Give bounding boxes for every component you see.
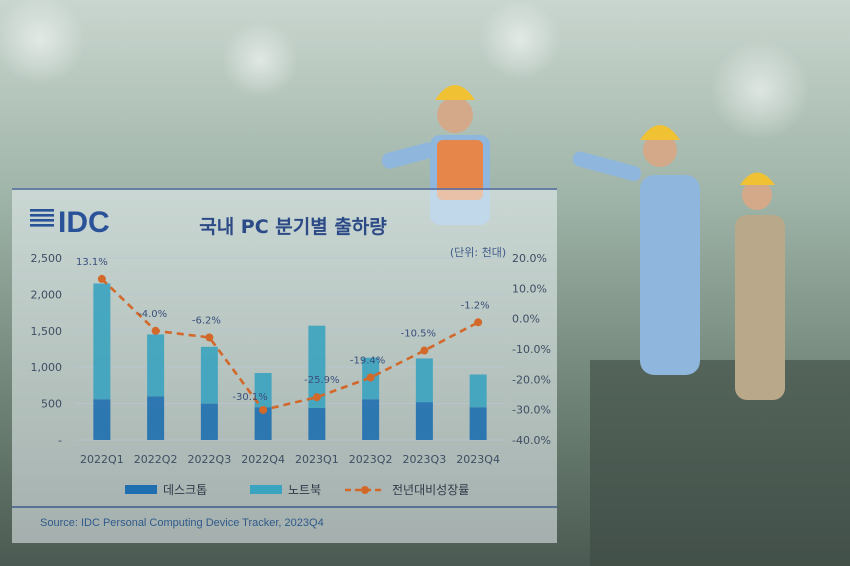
y-left-tick: 1,500 (31, 325, 63, 338)
bar-desktop (200, 403, 218, 440)
y-left-tick: 1,000 (31, 361, 63, 374)
source-note: Source: IDC Personal Computing Device Tr… (40, 517, 324, 529)
legend-swatch-notebook (250, 485, 282, 494)
x-axis: 2022Q1 2022Q2 2022Q3 2022Q4 2023Q1 2023Q2 2023… (80, 453, 500, 466)
growth-line: 13.1% -4.0% -6.2% -30.1% -25.9% -19.4% -10.5% -… (76, 257, 490, 414)
legend-swatch-desktop (125, 485, 157, 494)
x-tick-label: 2022Q2 (134, 453, 178, 466)
gridlines (75, 257, 505, 441)
bar-desktop (254, 407, 272, 440)
growth-label: -6.2% (192, 315, 221, 326)
bar-desktop (415, 402, 433, 440)
y-right-tick: 0.0% (512, 313, 540, 326)
y-left-tick: 2,000 (31, 288, 63, 301)
unit-label: (단위: 천대) (450, 245, 506, 259)
growth-label: -30.1% (232, 392, 267, 403)
bars (93, 283, 487, 440)
bar-notebook (415, 358, 433, 403)
chart-title: 국내 PC 분기별 출하량 (199, 216, 387, 238)
x-tick-label: 2023Q3 (403, 453, 447, 466)
x-tick-label: 2023Q1 (295, 453, 339, 466)
y-right-tick: -20.0% (512, 373, 551, 386)
bar-notebook (93, 283, 111, 400)
growth-point (151, 326, 160, 335)
legend-label-growth: 전년대비성장률 (392, 483, 469, 497)
growth-label: -19.4% (350, 356, 385, 367)
y-right-tick: 10.0% (512, 282, 547, 295)
bar-desktop (147, 396, 165, 440)
y-right-tick: 20.0% (512, 252, 547, 265)
y-left-tick: 2,500 (31, 252, 63, 265)
x-tick-label: 2023Q4 (456, 453, 500, 466)
growth-point (97, 274, 106, 283)
bar-notebook (308, 325, 326, 408)
growth-label: 13.1% (76, 257, 108, 268)
y-right-tick: -10.0% (512, 343, 551, 356)
legend-label-desktop: 데스크톱 (163, 483, 207, 497)
growth-point (420, 346, 429, 355)
bar-desktop (469, 407, 487, 440)
x-tick-label: 2022Q1 (80, 453, 124, 466)
growth-point (259, 405, 268, 414)
worker-figure-back (735, 172, 785, 400)
bar-desktop (362, 399, 380, 440)
growth-label: -25.9% (304, 375, 339, 386)
growth-line-path (100, 277, 479, 412)
idc-logo: IDC (30, 206, 110, 239)
bar-notebook (200, 346, 218, 404)
x-tick-label: 2023Q2 (349, 453, 393, 466)
logo-text: IDC (58, 206, 110, 239)
bar-notebook (147, 334, 165, 397)
bar-notebook (254, 373, 272, 408)
left-axis: - 500 1,000 1,500 2,000 2,500 (31, 252, 63, 447)
legend: 데스크톱 노트북 전년대비성장률 (125, 483, 469, 497)
right-axis: -40.0% -30.0% -20.0% -10.0% 0.0% 10.0% 20.0% (512, 252, 551, 447)
y-right-tick: -40.0% (512, 434, 551, 447)
growth-label: -10.5% (401, 329, 436, 340)
y-right-tick: -30.0% (512, 404, 551, 417)
legend-label-notebook: 노트북 (288, 483, 321, 497)
y-left-tick: - (58, 434, 62, 447)
growth-label: -4.0% (138, 309, 167, 320)
growth-point (366, 373, 375, 382)
growth-label: -1.2% (461, 300, 490, 311)
growth-point (312, 393, 321, 402)
x-tick-label: 2022Q4 (241, 453, 285, 466)
bar-desktop (308, 407, 326, 440)
y-left-tick: 500 (41, 398, 62, 411)
worker-figure-right (572, 125, 700, 375)
x-tick-label: 2022Q3 (188, 453, 232, 466)
growth-point (474, 318, 483, 327)
bar-notebook (469, 374, 487, 408)
bar-desktop (93, 399, 111, 440)
growth-point (205, 333, 214, 342)
legend-marker-growth (361, 486, 369, 494)
